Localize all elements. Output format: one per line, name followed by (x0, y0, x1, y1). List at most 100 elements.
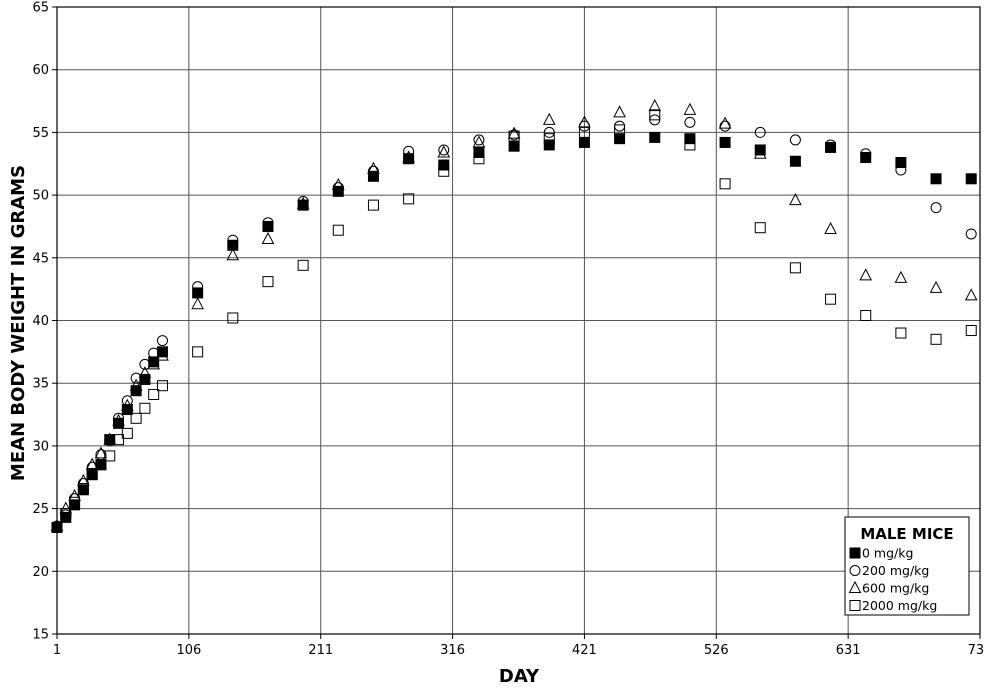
data-point (156, 380, 168, 392)
data-point (648, 98, 662, 112)
legend-label: 0 mg/kg (862, 546, 913, 561)
series-2000-mg-kg (51, 109, 977, 533)
data-point (148, 388, 160, 400)
data-point (139, 402, 151, 414)
data-point (86, 469, 98, 481)
y-tick-label: 40 (32, 314, 49, 329)
data-point (367, 199, 379, 211)
axis-ticks: 1 106 211 316 421 526 631 736 15 20 25 30 35 40 45 50 55… (32, 1, 984, 659)
legend-marker (849, 547, 861, 559)
data-point (192, 346, 204, 358)
series-600-mg-kg (50, 98, 978, 532)
y-tick-label: 20 (32, 565, 49, 580)
grid-lines (57, 7, 980, 634)
y-tick-label: 60 (32, 63, 49, 78)
data-point (403, 193, 415, 205)
data-point (77, 484, 89, 496)
data-point (649, 131, 661, 143)
data-point (649, 109, 661, 121)
data-point (192, 287, 204, 299)
data-point (684, 116, 696, 128)
data-point (825, 141, 837, 153)
data-point (860, 309, 872, 321)
data-point (227, 312, 239, 324)
data-point (754, 222, 766, 234)
data-point (507, 126, 521, 139)
data-point (684, 133, 696, 145)
data-point (894, 270, 908, 283)
data-point (156, 335, 168, 347)
data-point (51, 521, 63, 533)
data-point (148, 356, 160, 368)
data-point (60, 511, 72, 523)
x-tick-label: 316 (440, 643, 465, 658)
data-point (139, 373, 151, 385)
data-point (825, 293, 837, 305)
data-point (121, 427, 133, 439)
data-point (472, 135, 486, 148)
legend-title: MALE MICE (860, 525, 953, 543)
data-point (95, 459, 107, 471)
x-tick-label: 106 (176, 643, 201, 658)
data-point (543, 139, 555, 151)
data-point (578, 136, 590, 148)
data-point (930, 202, 942, 214)
legend-box (844, 516, 970, 616)
data-point (930, 173, 942, 185)
data-point (226, 248, 240, 261)
data-point (130, 412, 142, 424)
legend-items: 0 mg/kg 200 mg/kg 600 mg/kg 2000 mg/kg (848, 546, 937, 613)
x-tick-label: 211 (308, 643, 333, 658)
data-point (789, 193, 802, 206)
y-tick-label: 15 (32, 628, 49, 643)
legend-item: 600 mg/kg (848, 580, 929, 596)
data-point (860, 151, 872, 163)
data-point (262, 220, 274, 232)
data-point (130, 385, 142, 397)
data-point (754, 144, 766, 156)
legend-item: 0 mg/kg (849, 546, 913, 561)
data-point (297, 199, 309, 211)
data-point (227, 239, 239, 251)
data-point (191, 297, 204, 310)
data-point (438, 159, 450, 171)
data-point (438, 144, 450, 156)
data-point (543, 126, 555, 138)
series-0-mg-kg (51, 131, 977, 533)
data-point (69, 499, 81, 511)
data-point (104, 450, 116, 462)
data-point (929, 280, 943, 293)
data-point (965, 325, 977, 337)
x-tick-label: 736 (968, 643, 984, 658)
legend-marker (849, 565, 861, 576)
data-point (683, 102, 697, 115)
x-tick-label: 631 (836, 643, 861, 658)
y-tick-label: 65 (32, 1, 49, 16)
legend-item: 200 mg/kg (849, 563, 929, 578)
y-axis-title: MEAN BODY WEIGHT IN GRAMS (8, 165, 29, 481)
legend-marker (849, 600, 861, 611)
y-tick-label: 30 (32, 439, 49, 454)
data-point (930, 333, 942, 345)
x-tick-label: 1 (53, 643, 61, 658)
data-point (262, 276, 274, 288)
data-point (965, 173, 977, 185)
data-point (895, 327, 907, 339)
data-point (789, 262, 801, 274)
data-point (719, 136, 731, 148)
legend-marker (848, 580, 862, 593)
data-point (297, 259, 309, 271)
x-axis-title: DAY (499, 666, 540, 687)
data-point (261, 231, 275, 244)
data-point (113, 417, 125, 429)
data-point (156, 346, 168, 358)
series-200-mg-kg (51, 114, 977, 532)
data-point (367, 170, 379, 182)
y-tick-label: 35 (32, 377, 49, 392)
data-point (473, 134, 485, 146)
data-point (332, 185, 344, 197)
legend-item: 2000 mg/kg (849, 598, 937, 613)
data-point (789, 155, 801, 167)
data-point (719, 120, 731, 132)
